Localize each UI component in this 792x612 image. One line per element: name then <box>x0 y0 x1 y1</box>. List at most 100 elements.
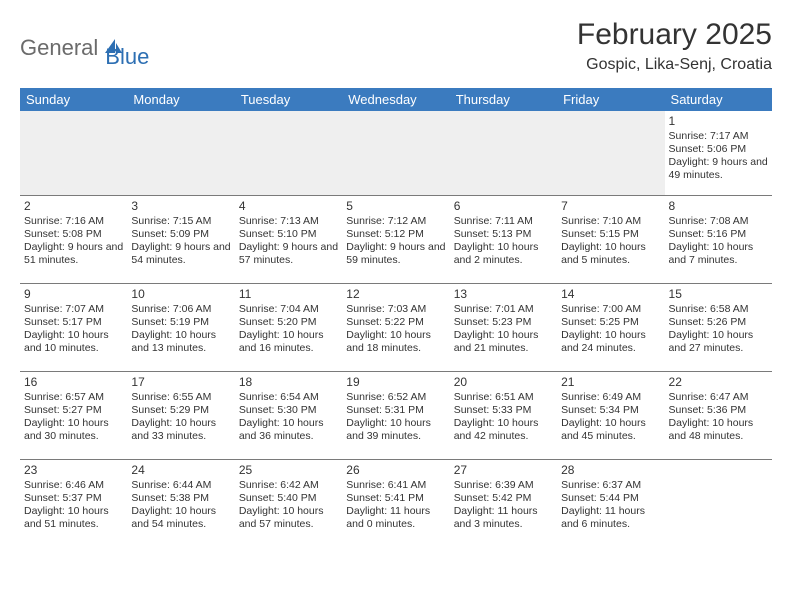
calendar-day-cell: 16 Sunrise: 6:57 AMSunset: 5:27 PMDayligh… <box>20 371 127 459</box>
day-info: Sunrise: 6:44 AMSunset: 5:38 PMDaylight:… <box>131 479 230 532</box>
month-title: February 2025 <box>577 18 772 52</box>
day-number: 28 <box>561 463 660 477</box>
day-number: 17 <box>131 375 230 389</box>
logo-text-general: General <box>20 35 98 61</box>
day-number: 11 <box>239 287 338 301</box>
calendar-day-cell: 22 Sunrise: 6:47 AMSunset: 5:36 PMDayligh… <box>665 371 772 459</box>
calendar-day-cell: 28 Sunrise: 6:37 AMSunset: 5:44 PMDayligh… <box>557 459 664 547</box>
day-number: 16 <box>24 375 123 389</box>
calendar-empty-cell <box>557 111 664 195</box>
calendar-day-cell: 17 Sunrise: 6:55 AMSunset: 5:29 PMDayligh… <box>127 371 234 459</box>
day-number: 4 <box>239 199 338 213</box>
calendar-empty-cell <box>450 111 557 195</box>
day-number: 18 <box>239 375 338 389</box>
calendar-day-cell: 2 Sunrise: 7:16 AMSunset: 5:08 PMDaylight… <box>20 195 127 283</box>
calendar-week-row: 23Sunrise: 6:46 AMSunset: 5:37 PMDayligh… <box>20 459 772 547</box>
day-info: Sunrise: 6:47 AMSunset: 5:36 PMDaylight:… <box>669 391 768 444</box>
calendar-empty-cell <box>342 111 449 195</box>
day-info: Sunrise: 6:55 AMSunset: 5:29 PMDaylight:… <box>131 391 230 444</box>
day-number: 6 <box>454 199 553 213</box>
weekday-header: Sunday <box>20 88 127 111</box>
day-info: Sunrise: 6:54 AMSunset: 5:30 PMDaylight:… <box>239 391 338 444</box>
day-info: Sunrise: 7:16 AMSunset: 5:08 PMDaylight:… <box>24 215 123 268</box>
calendar-day-cell: 15 Sunrise: 6:58 AMSunset: 5:26 PMDayligh… <box>665 283 772 371</box>
day-info: Sunrise: 7:08 AMSunset: 5:16 PMDaylight:… <box>669 215 768 268</box>
day-info: Sunrise: 7:11 AMSunset: 5:13 PMDaylight:… <box>454 215 553 268</box>
day-info: Sunrise: 7:06 AMSunset: 5:19 PMDaylight:… <box>131 303 230 356</box>
calendar-day-cell: 9 Sunrise: 7:07 AMSunset: 5:17 PMDaylight… <box>20 283 127 371</box>
day-info: Sunrise: 6:42 AMSunset: 5:40 PMDaylight:… <box>239 479 338 532</box>
header: General Blue February 2025 Gospic, Lika-… <box>20 18 772 74</box>
weekday-header: Monday <box>127 88 234 111</box>
day-number: 12 <box>346 287 445 301</box>
calendar-week-row: 16 Sunrise: 6:57 AMSunset: 5:27 PMDayligh… <box>20 371 772 459</box>
calendar-day-cell: 24 Sunrise: 6:44 AMSunset: 5:38 PMDayligh… <box>127 459 234 547</box>
calendar-empty-cell <box>235 111 342 195</box>
day-info: Sunrise: 7:01 AMSunset: 5:23 PMDaylight:… <box>454 303 553 356</box>
day-number: 26 <box>346 463 445 477</box>
weekday-header: Wednesday <box>342 88 449 111</box>
day-number: 1 <box>669 114 768 128</box>
day-info: Sunrise: 6:39 AMSunset: 5:42 PMDaylight:… <box>454 479 553 532</box>
day-info: Sunrise: 7:12 AMSunset: 5:12 PMDaylight:… <box>346 215 445 268</box>
day-info: Sunrise: 6:58 AMSunset: 5:26 PMDaylight:… <box>669 303 768 356</box>
calendar-day-cell: 3 Sunrise: 7:15 AMSunset: 5:09 PMDaylight… <box>127 195 234 283</box>
calendar-day-cell: 12 Sunrise: 7:03 AMSunset: 5:22 PMDayligh… <box>342 283 449 371</box>
day-number: 3 <box>131 199 230 213</box>
logo-text-blue: Blue <box>105 26 149 70</box>
day-number: 27 <box>454 463 553 477</box>
day-info: Sunrise: 7:10 AMSunset: 5:15 PMDaylight:… <box>561 215 660 268</box>
day-info: Sunrise: 7:17 AMSunset: 5:06 PMDaylight:… <box>669 130 768 183</box>
location: Gospic, Lika-Senj, Croatia <box>577 56 772 74</box>
calendar-day-cell: 10 Sunrise: 7:06 AMSunset: 5:19 PMDayligh… <box>127 283 234 371</box>
day-number: 20 <box>454 375 553 389</box>
calendar-day-cell: 14 Sunrise: 7:00 AMSunset: 5:25 PMDayligh… <box>557 283 664 371</box>
weekday-header: Saturday <box>665 88 772 111</box>
day-number: 9 <box>24 287 123 301</box>
weekday-header: Friday <box>557 88 664 111</box>
day-number: 2 <box>24 199 123 213</box>
day-info: Sunrise: 7:03 AMSunset: 5:22 PMDaylight:… <box>346 303 445 356</box>
day-number: 14 <box>561 287 660 301</box>
day-number: 8 <box>669 199 768 213</box>
day-number: 22 <box>669 375 768 389</box>
calendar-day-cell: 18 Sunrise: 6:54 AMSunset: 5:30 PMDayligh… <box>235 371 342 459</box>
calendar-empty-cell <box>665 459 772 547</box>
calendar-day-cell: 4 Sunrise: 7:13 AMSunset: 5:10 PMDaylight… <box>235 195 342 283</box>
calendar-week-row: 1 Sunrise: 7:17 AMSunset: 5:06 PMDaylight… <box>20 111 772 195</box>
calendar-day-cell: 8 Sunrise: 7:08 AMSunset: 5:16 PMDaylight… <box>665 195 772 283</box>
calendar-day-cell: 21Sunrise: 6:49 AMSunset: 5:34 PMDayligh… <box>557 371 664 459</box>
day-info: Sunrise: 7:13 AMSunset: 5:10 PMDaylight:… <box>239 215 338 268</box>
day-number: 15 <box>669 287 768 301</box>
day-info: Sunrise: 6:37 AMSunset: 5:44 PMDaylight:… <box>561 479 660 532</box>
calendar-empty-cell <box>127 111 234 195</box>
day-number: 21 <box>561 375 660 389</box>
calendar-day-cell: 6 Sunrise: 7:11 AMSunset: 5:13 PMDaylight… <box>450 195 557 283</box>
day-number: 5 <box>346 199 445 213</box>
calendar-table: SundayMondayTuesdayWednesdayThursdayFrid… <box>20 88 772 547</box>
day-info: Sunrise: 6:51 AMSunset: 5:33 PMDaylight:… <box>454 391 553 444</box>
day-info: Sunrise: 7:00 AMSunset: 5:25 PMDaylight:… <box>561 303 660 356</box>
day-info: Sunrise: 7:07 AMSunset: 5:17 PMDaylight:… <box>24 303 123 356</box>
calendar-day-cell: 1 Sunrise: 7:17 AMSunset: 5:06 PMDaylight… <box>665 111 772 195</box>
day-info: Sunrise: 7:15 AMSunset: 5:09 PMDaylight:… <box>131 215 230 268</box>
day-number: 7 <box>561 199 660 213</box>
day-info: Sunrise: 6:46 AMSunset: 5:37 PMDaylight:… <box>24 479 123 532</box>
day-number: 24 <box>131 463 230 477</box>
weekday-header: Thursday <box>450 88 557 111</box>
day-number: 10 <box>131 287 230 301</box>
day-info: Sunrise: 7:04 AMSunset: 5:20 PMDaylight:… <box>239 303 338 356</box>
day-info: Sunrise: 6:52 AMSunset: 5:31 PMDaylight:… <box>346 391 445 444</box>
calendar-week-row: 2 Sunrise: 7:16 AMSunset: 5:08 PMDaylight… <box>20 195 772 283</box>
calendar-day-cell: 20 Sunrise: 6:51 AMSunset: 5:33 PMDayligh… <box>450 371 557 459</box>
calendar-day-cell: 23Sunrise: 6:46 AMSunset: 5:37 PMDayligh… <box>20 459 127 547</box>
weekday-header-row: SundayMondayTuesdayWednesdayThursdayFrid… <box>20 88 772 111</box>
day-info: Sunrise: 6:57 AMSunset: 5:27 PMDaylight:… <box>24 391 123 444</box>
calendar-day-cell: 7 Sunrise: 7:10 AMSunset: 5:15 PMDaylight… <box>557 195 664 283</box>
calendar-day-cell: 13Sunrise: 7:01 AMSunset: 5:23 PMDayligh… <box>450 283 557 371</box>
day-info: Sunrise: 6:41 AMSunset: 5:41 PMDaylight:… <box>346 479 445 532</box>
calendar-day-cell: 5 Sunrise: 7:12 AMSunset: 5:12 PMDaylight… <box>342 195 449 283</box>
calendar-day-cell: 25Sunrise: 6:42 AMSunset: 5:40 PMDayligh… <box>235 459 342 547</box>
calendar-empty-cell <box>20 111 127 195</box>
day-number: 19 <box>346 375 445 389</box>
